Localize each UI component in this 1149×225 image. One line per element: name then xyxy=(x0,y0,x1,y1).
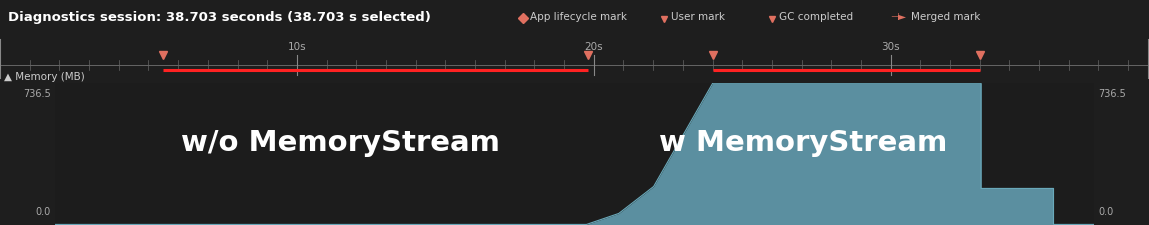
Text: 736.5: 736.5 xyxy=(1098,89,1126,99)
Text: 0.0: 0.0 xyxy=(36,207,51,217)
Text: ▲ Memory (MB): ▲ Memory (MB) xyxy=(5,72,85,82)
Text: Merged mark: Merged mark xyxy=(911,12,980,22)
Text: 20s: 20s xyxy=(585,42,603,52)
Text: w MemoryStream: w MemoryStream xyxy=(658,129,947,157)
Text: 10s: 10s xyxy=(287,42,306,52)
Text: w/o MemoryStream: w/o MemoryStream xyxy=(182,129,500,157)
Text: GC completed: GC completed xyxy=(779,12,854,22)
Text: User mark: User mark xyxy=(671,12,725,22)
Text: 0.0: 0.0 xyxy=(1098,207,1113,217)
Text: ⊣►: ⊣► xyxy=(890,12,907,22)
Text: App lifecycle mark: App lifecycle mark xyxy=(530,12,626,22)
Text: 30s: 30s xyxy=(881,42,900,52)
Text: Diagnostics session: 38.703 seconds (38.703 s selected): Diagnostics session: 38.703 seconds (38.… xyxy=(8,11,431,24)
Text: 736.5: 736.5 xyxy=(23,89,51,99)
